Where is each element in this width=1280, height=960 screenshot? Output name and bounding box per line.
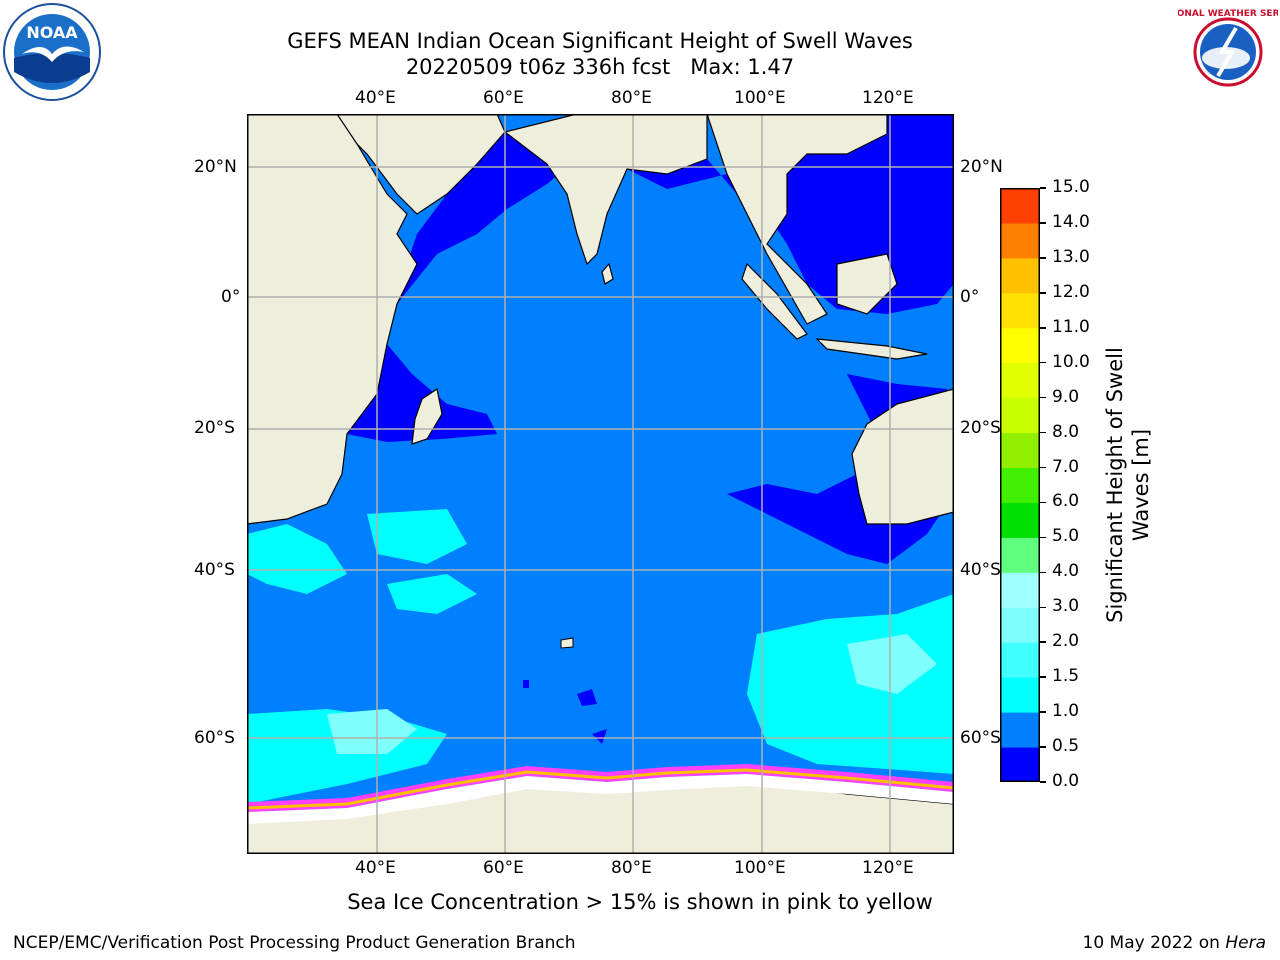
colorbar-tick	[1040, 222, 1046, 224]
colorbar-tick	[1040, 781, 1046, 783]
colorbar	[1000, 188, 1040, 782]
colorbar-swatch	[1000, 572, 1040, 608]
lat-tick-right: 40°S	[960, 560, 1001, 580]
lat-tick-left: 60°S	[194, 728, 235, 748]
colorbar-tick	[1040, 257, 1046, 259]
colorbar-tick	[1040, 292, 1046, 294]
colorbar-tick	[1040, 466, 1046, 469]
colorbar-tick	[1040, 571, 1046, 574]
colorbar-label: 14.0	[1052, 211, 1090, 232]
colorbar-label: 1.0	[1052, 701, 1080, 722]
colorbar-swatch	[1000, 327, 1040, 364]
colorbar-swatch	[1000, 292, 1040, 329]
lon-tick-top: 80°E	[611, 88, 652, 108]
map-panel	[247, 114, 954, 854]
colorbar-swatch	[1000, 397, 1040, 434]
lat-tick-right: 20°S	[960, 418, 1001, 438]
colorbar-label: 0.0	[1052, 771, 1080, 791]
chart-title: GEFS MEAN Indian Ocean Significant Heigh…	[287, 29, 913, 53]
colorbar-label: 15.0	[1052, 177, 1090, 197]
island-outline	[560, 637, 574, 649]
sea-ice-band	[247, 764, 954, 824]
mid-swell-regions	[247, 509, 954, 804]
lon-tick-bottom: 60°E	[483, 858, 524, 878]
colorbar-swatch	[1000, 747, 1040, 782]
colorbar-label: 13.0	[1052, 246, 1090, 267]
footer-left: NCEP/EMC/Verification Post Processing Pr…	[13, 933, 576, 953]
colorbar-title-line2: Waves [m]	[1129, 428, 1153, 542]
lat-tick-left: 20°N	[194, 157, 237, 177]
colorbar-swatch	[1000, 677, 1040, 713]
map-gridlines	[247, 114, 954, 854]
footer-host: Hera	[1225, 933, 1266, 953]
lon-tick-top: 40°E	[355, 88, 396, 108]
colorbar-swatch	[1000, 362, 1040, 399]
colorbar-tick	[1040, 606, 1046, 609]
lat-tick-left: 0°	[221, 287, 241, 307]
colorbar-label: 12.0	[1052, 281, 1090, 302]
colorbar-tick	[1040, 501, 1046, 504]
colorbar-swatch	[1000, 222, 1040, 259]
nws-logo: NATIONAL WEATHER SERVICE	[1153, 2, 1280, 102]
colorbar-label: 6.0	[1052, 491, 1080, 512]
colorbar-swatch	[1000, 188, 1040, 224]
lat-tick-right: 0°	[960, 287, 980, 307]
lat-tick-right: 60°S	[960, 728, 1001, 748]
lon-tick-top: 60°E	[483, 88, 524, 108]
colorbar-swatch	[1000, 432, 1040, 469]
colorbar-label: 5.0	[1052, 526, 1080, 547]
lon-tick-top: 100°E	[734, 88, 786, 108]
lat-tick-right: 20°N	[960, 157, 1003, 177]
colorbar-label: 11.0	[1052, 316, 1090, 337]
colorbar-tick	[1040, 431, 1046, 434]
svg-text:NATIONAL WEATHER SERVICE: NATIONAL WEATHER SERVICE	[1178, 9, 1278, 19]
lon-tick-top: 120°E	[862, 88, 914, 108]
colorbar-swatch	[1000, 642, 1040, 678]
colorbar-tick	[1040, 327, 1046, 329]
colorbar-tick	[1040, 711, 1046, 713]
colorbar-tick	[1040, 641, 1046, 643]
colorbar-label: 3.0	[1052, 596, 1080, 617]
colorbar-tick	[1040, 536, 1046, 539]
colorbar-label: 4.0	[1052, 561, 1080, 582]
colorbar-title: Significant Height of Swell Waves [m]	[1102, 325, 1154, 645]
colorbar-tick	[1040, 361, 1046, 364]
lon-tick-bottom: 80°E	[611, 858, 652, 878]
svg-text:NOAA: NOAA	[26, 23, 78, 42]
colorbar-swatch	[1000, 607, 1040, 643]
lon-tick-bottom: 100°E	[734, 858, 786, 878]
colorbar-tick	[1040, 396, 1046, 399]
colorbar-label: 8.0	[1052, 421, 1080, 442]
colorbar-swatch	[1000, 467, 1040, 503]
colorbar-swatch	[1000, 537, 1040, 573]
colorbar-swatch	[1000, 257, 1040, 294]
colorbar-swatch	[1000, 502, 1040, 538]
footer-right: 10 May 2022 on Hera	[1083, 933, 1267, 953]
colorbar-label: 7.0	[1052, 456, 1080, 477]
lon-tick-bottom: 40°E	[355, 858, 396, 878]
colorbar-tick	[1040, 746, 1046, 748]
light-cyan-patches	[327, 634, 937, 754]
colorbar-tick	[1040, 676, 1046, 678]
colorbar-swatch	[1000, 712, 1040, 748]
lon-tick-bottom: 120°E	[862, 858, 914, 878]
colorbar-label: 9.0	[1052, 386, 1080, 407]
noaa-logo: NOAA	[2, 2, 102, 102]
colorbar-label: 1.5	[1052, 666, 1080, 687]
sea-ice-caption: Sea Ice Concentration > 15% is shown in …	[347, 890, 933, 914]
colorbar-tick	[1040, 187, 1046, 189]
colorbar-label: 0.5	[1052, 736, 1080, 757]
colorbar-title-line1: Significant Height of Swell	[1103, 347, 1127, 623]
map-frame	[247, 114, 954, 854]
chart-subtitle: 20220509 t06z 336h fcst Max: 1.47	[405, 55, 795, 79]
footer-date: 10 May 2022 on	[1082, 933, 1226, 953]
colorbar-label: 2.0	[1052, 631, 1080, 652]
lat-tick-left: 40°S	[194, 560, 235, 580]
colorbar-label: 10.0	[1052, 351, 1090, 372]
colorbar-frame	[1000, 188, 1040, 782]
lat-tick-left: 20°S	[194, 418, 235, 438]
